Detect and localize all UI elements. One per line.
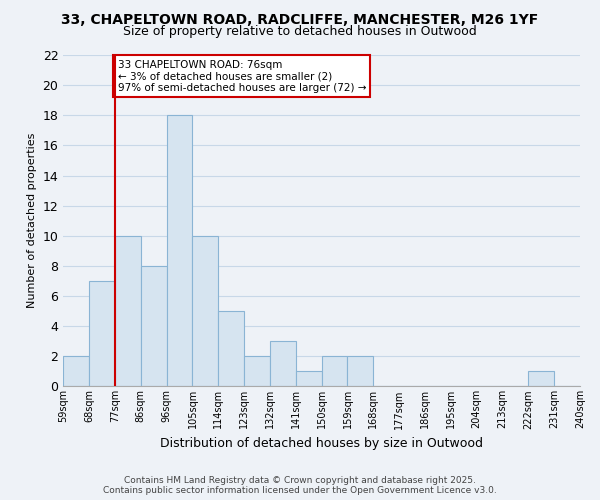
Bar — [218, 311, 244, 386]
Bar — [347, 356, 373, 386]
Bar — [63, 356, 89, 386]
Y-axis label: Number of detached properties: Number of detached properties — [27, 133, 37, 308]
Bar — [270, 341, 296, 386]
Bar — [296, 372, 322, 386]
Bar — [167, 116, 193, 386]
Text: Size of property relative to detached houses in Outwood: Size of property relative to detached ho… — [123, 25, 477, 38]
Bar — [322, 356, 347, 386]
Bar — [193, 236, 218, 386]
X-axis label: Distribution of detached houses by size in Outwood: Distribution of detached houses by size … — [160, 437, 483, 450]
Bar — [244, 356, 270, 386]
Bar — [115, 236, 141, 386]
Text: 33, CHAPELTOWN ROAD, RADCLIFFE, MANCHESTER, M26 1YF: 33, CHAPELTOWN ROAD, RADCLIFFE, MANCHEST… — [61, 12, 539, 26]
Bar — [89, 281, 115, 386]
Bar — [141, 266, 167, 386]
Text: 33 CHAPELTOWN ROAD: 76sqm
← 3% of detached houses are smaller (2)
97% of semi-de: 33 CHAPELTOWN ROAD: 76sqm ← 3% of detach… — [118, 60, 366, 92]
Bar — [529, 372, 554, 386]
Text: Contains HM Land Registry data © Crown copyright and database right 2025.
Contai: Contains HM Land Registry data © Crown c… — [103, 476, 497, 495]
